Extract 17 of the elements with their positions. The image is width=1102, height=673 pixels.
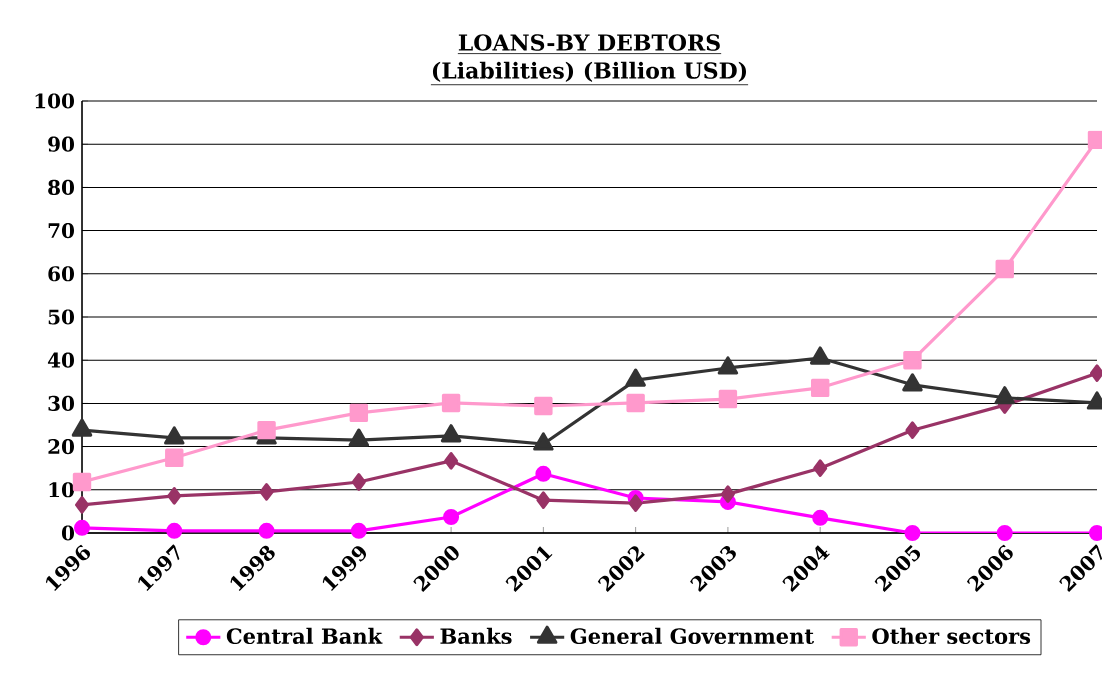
y-tick-label: 70 (48, 223, 75, 239)
legend-label: Banks (440, 627, 512, 645)
y-tick-label: 0 (61, 525, 75, 541)
y-tick-label: 20 (48, 439, 75, 455)
y-tick-label: 50 (48, 309, 75, 325)
legend-label: General Government (570, 627, 814, 645)
legend-label: Other sectors (872, 627, 1031, 645)
chart-subtitle: (Liabilities) (Billion USD) (432, 61, 747, 82)
y-tick-label: 100 (35, 93, 75, 109)
legend-label: Central Bank (226, 627, 383, 645)
y-tick-label: 10 (49, 482, 75, 498)
y-tick-label: 40 (47, 352, 75, 368)
y-tick-label: 30 (48, 395, 75, 411)
y-tick-label: 60 (48, 266, 75, 282)
chart-title: LOANS-BY DEBTORS (458, 34, 720, 51)
y-tick-label: 80 (48, 179, 75, 195)
y-tick-label: 90 (48, 136, 75, 152)
